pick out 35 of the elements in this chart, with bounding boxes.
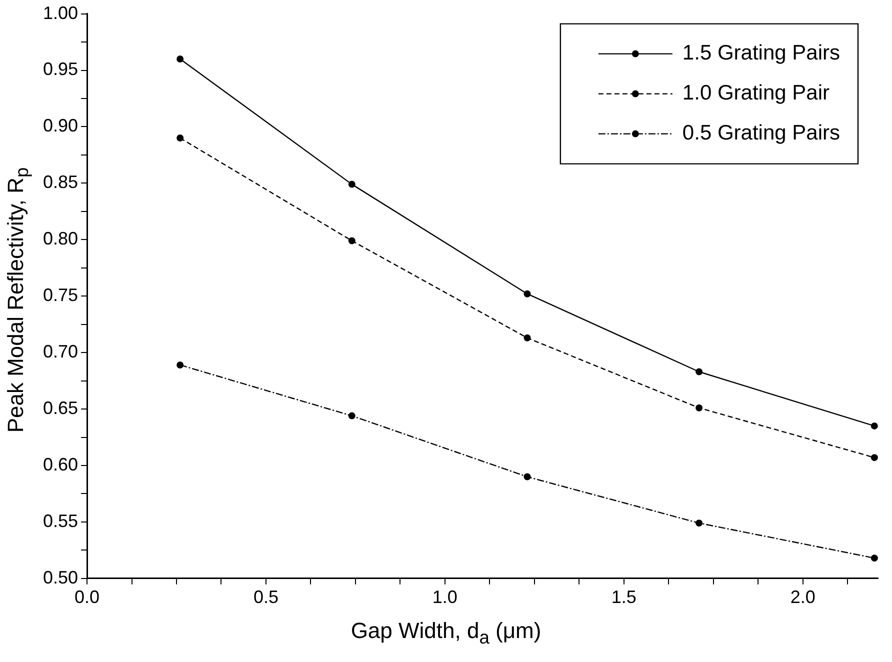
y-tick-label: 0.55 [42,510,78,531]
x-tick-label: 1.5 [611,587,636,608]
point [696,404,703,412]
point [176,361,184,368]
legend-label: 1.5 Grating Pairs [682,42,840,65]
point [696,368,703,376]
legend-label: 0.5 Grating Pairs [682,122,840,145]
y-tick-label: 0.90 [42,116,78,136]
x-tick-label: 2.0 [790,587,816,608]
point [176,55,184,62]
y-tick-label: 0.85 [42,172,78,192]
point [524,473,531,480]
x-tick-label: 0.0 [74,587,100,608]
point [176,134,184,142]
y-tick-label: 0.60 [42,454,78,474]
point [348,237,356,244]
y-tick-label: 0.75 [42,285,78,306]
x-tick-label: 0.5 [253,587,278,608]
point [348,180,356,188]
y-tick-label: 0.80 [42,228,78,249]
point [870,422,878,430]
y-tick-label: 0.95 [42,59,78,80]
y-tick-label: 0.65 [42,398,78,418]
point [524,290,531,298]
point [696,520,703,527]
y-tick-label: 1.00 [42,2,78,23]
legend-label: 1.0 Grating Pair [682,82,830,105]
x-tick-label: 1.0 [432,587,458,608]
point [348,412,356,420]
point [870,554,878,562]
point [870,454,878,462]
y-tick-label: 0.50 [42,567,78,588]
x-axis-title: Gap Width, d$_{a}$ (μm) [350,618,542,648]
y-tick-label: 0.70 [42,342,78,362]
point [524,334,531,342]
